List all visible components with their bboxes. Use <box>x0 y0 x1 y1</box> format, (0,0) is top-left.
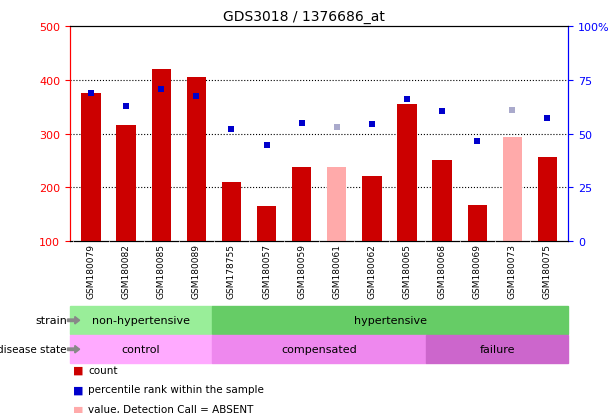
Text: GSM180075: GSM180075 <box>543 244 552 299</box>
Text: non-hypertensive: non-hypertensive <box>92 316 190 325</box>
Bar <box>117 126 136 242</box>
Bar <box>212 306 568 335</box>
Text: GSM180079: GSM180079 <box>86 244 95 299</box>
Bar <box>432 161 452 242</box>
Text: compensated: compensated <box>282 344 357 354</box>
Bar <box>81 94 101 242</box>
Text: GSM180089: GSM180089 <box>192 244 201 299</box>
Text: GDS3018 / 1376686_at: GDS3018 / 1376686_at <box>223 10 385 24</box>
Bar <box>503 138 522 242</box>
Bar <box>151 70 171 242</box>
Text: failure: failure <box>480 344 515 354</box>
Text: control: control <box>122 344 161 354</box>
Bar <box>222 183 241 242</box>
Text: GSM180073: GSM180073 <box>508 244 517 299</box>
Text: strain: strain <box>35 316 67 325</box>
Bar <box>468 205 487 242</box>
Text: ■: ■ <box>73 404 83 413</box>
Bar <box>327 168 347 242</box>
Bar <box>187 78 206 242</box>
Text: value, Detection Call = ABSENT: value, Detection Call = ABSENT <box>88 404 254 413</box>
Bar <box>212 335 426 363</box>
Text: percentile rank within the sample: percentile rank within the sample <box>88 385 264 394</box>
Bar <box>537 158 557 242</box>
Text: GSM180065: GSM180065 <box>402 244 412 299</box>
Text: GSM180062: GSM180062 <box>367 244 376 298</box>
Text: GSM180061: GSM180061 <box>332 244 341 299</box>
Text: count: count <box>88 365 118 375</box>
Bar <box>257 206 276 242</box>
Text: ■: ■ <box>73 365 83 375</box>
Bar <box>292 168 311 242</box>
Text: ■: ■ <box>73 385 83 394</box>
Text: GSM178755: GSM178755 <box>227 244 236 299</box>
Bar <box>70 335 212 363</box>
Bar <box>362 176 382 242</box>
Text: GSM180059: GSM180059 <box>297 244 306 299</box>
Bar <box>70 306 212 335</box>
Text: GSM180085: GSM180085 <box>157 244 166 299</box>
Text: disease state: disease state <box>0 344 67 354</box>
Text: GSM180068: GSM180068 <box>438 244 447 299</box>
Text: GSM180082: GSM180082 <box>122 244 131 298</box>
Bar <box>397 104 416 242</box>
Text: GSM180057: GSM180057 <box>262 244 271 299</box>
Text: GSM180069: GSM180069 <box>472 244 482 299</box>
Bar <box>426 335 568 363</box>
Text: hypertensive: hypertensive <box>354 316 427 325</box>
